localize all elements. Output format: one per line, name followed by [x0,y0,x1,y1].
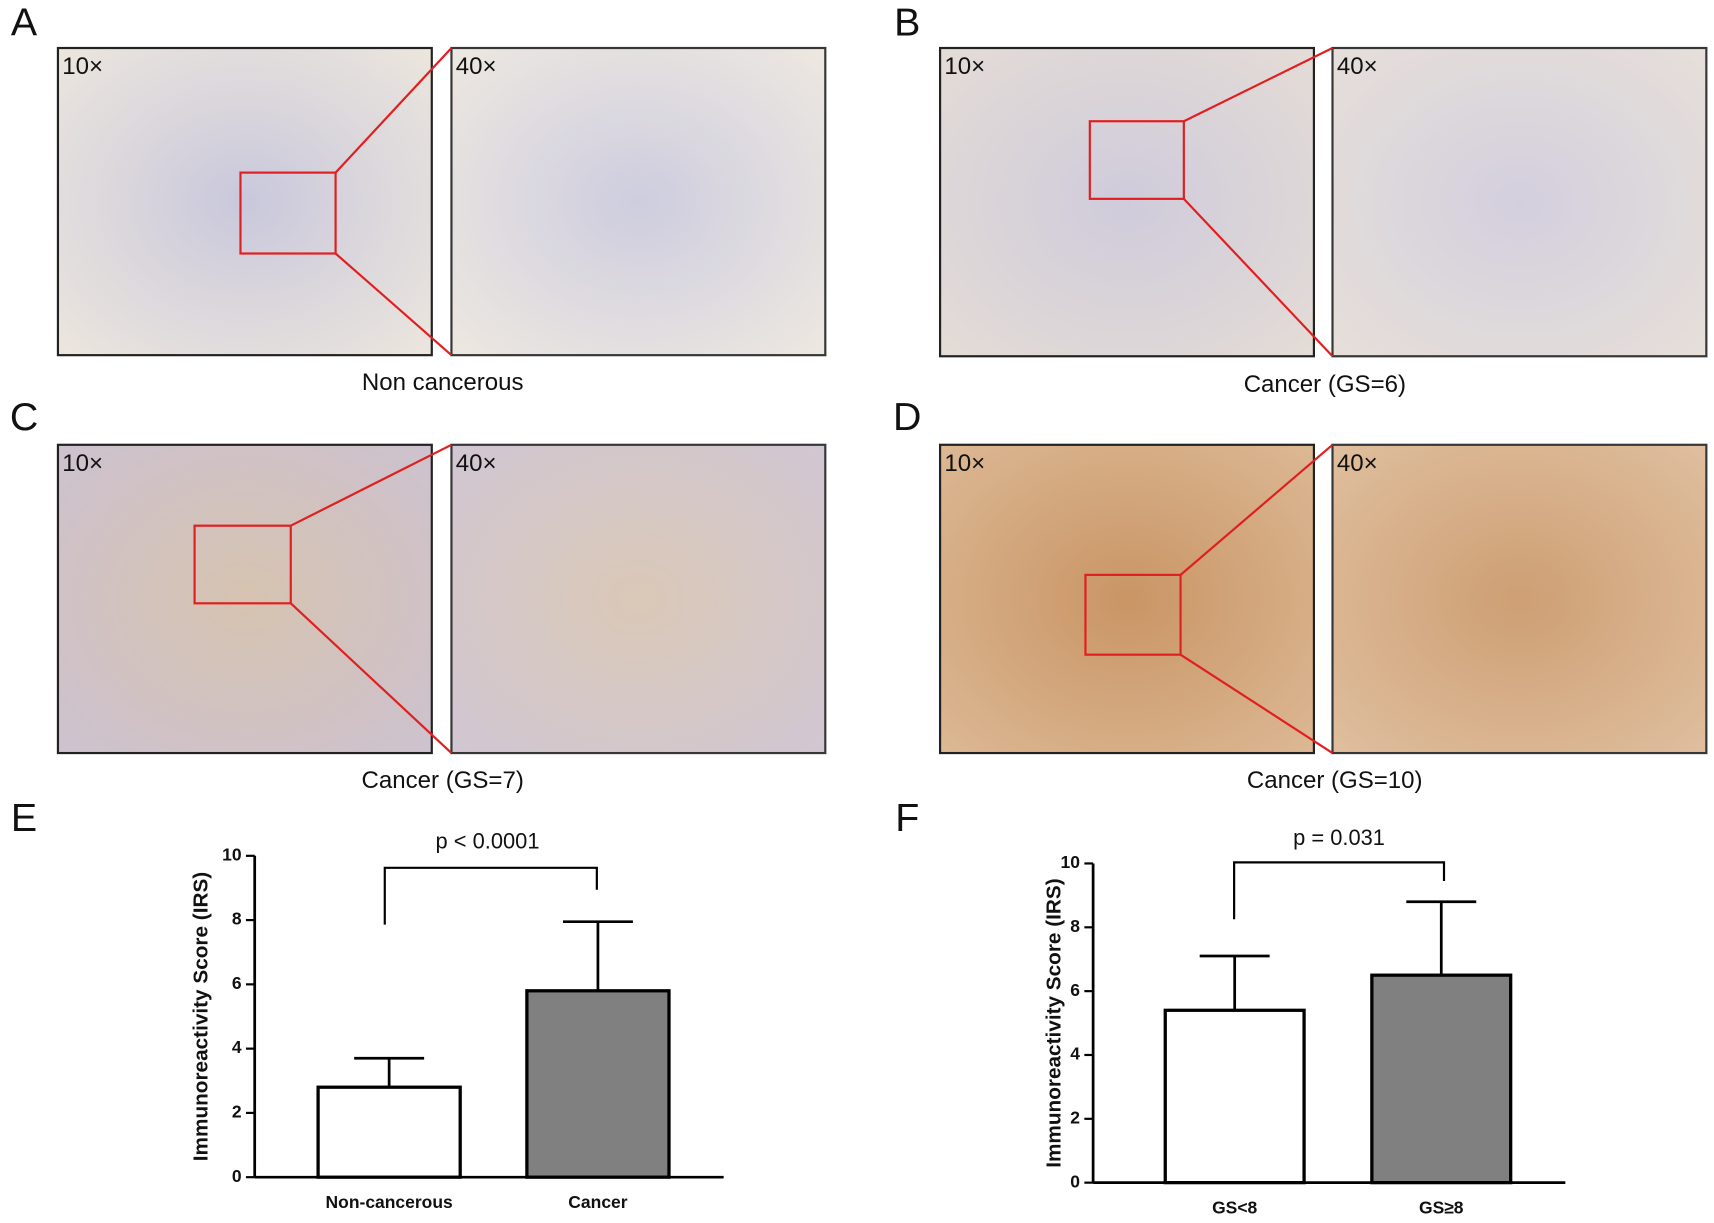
magnification-label: 10× [62,450,103,477]
y-tick-label: 8 [232,909,242,929]
magnification-label: 40× [456,450,497,477]
bar [316,1085,462,1179]
micrograph-40x [450,46,827,357]
magnification-label: 40× [456,53,497,80]
panel-letter: D [893,395,921,439]
significance-bracket [1233,861,1446,920]
zoom-line [1179,653,1334,754]
zoom-box [1084,573,1182,656]
panel-caption: Cancer (GS=6) [1244,371,1406,398]
p-value: p < 0.0001 [436,828,540,853]
y-axis-label: Immunoreactivity Score (IRS) [1042,878,1065,1167]
magnification-label: 10× [944,53,985,80]
zoom-box [1088,120,1185,200]
zoom-line [290,602,453,754]
zoom-line [1183,198,1334,358]
magnification-label: 40× [1337,450,1378,477]
y-tick-label: 10 [222,844,241,864]
y-tick-label: 2 [232,1102,242,1122]
zoom-line [290,443,452,527]
zoom-line [334,252,453,356]
panel-letter: E [11,796,37,840]
magnification-label: 40× [1337,53,1378,80]
y-tick-label: 6 [1070,980,1080,1000]
y-tick-label: 4 [232,1037,242,1057]
y-tick-label: 10 [1061,852,1080,872]
y-tick-label: 8 [1070,916,1080,936]
panel-letter: B [894,0,920,44]
zoom-line [1183,47,1333,123]
x-tick-label: GS≥8 [1419,1198,1464,1218]
micrograph-10x [56,46,433,357]
p-value: p = 0.031 [1293,825,1385,850]
y-tick-label: 0 [232,1166,242,1186]
micrograph-40x [1331,443,1708,755]
panel-letter: A [11,0,38,44]
magnification-label: 10× [944,450,985,477]
bar [1370,973,1513,1185]
panel-caption: Non cancerous [362,369,524,396]
zoom-box [193,524,292,605]
bar [525,989,671,1179]
micrograph-40x [1331,46,1708,358]
zoom-box [239,171,337,255]
y-tick-label: 2 [1070,1107,1080,1127]
panel-caption: Cancer (GS=7) [362,767,524,794]
zoom-line [334,47,453,174]
x-tick-label: Cancer [568,1192,627,1212]
panel-letter: C [10,395,38,439]
y-tick-label: 4 [1070,1044,1080,1064]
micrograph-10x [938,46,1316,358]
micrograph-10x [56,443,433,755]
bar [1163,1008,1306,1185]
zoom-line [1179,443,1334,576]
magnification-label: 10× [62,53,103,80]
micrograph-40x [450,443,827,755]
micrograph-10x [938,443,1316,755]
significance-bracket [383,866,598,925]
x-tick-label: Non-cancerous [326,1192,453,1212]
panel-letter: F [895,796,919,840]
x-tick-label: GS<8 [1212,1198,1257,1218]
panel-caption: Cancer (GS=10) [1247,767,1423,794]
y-axis-label: Immunoreactivity Score (IRS) [190,872,213,1161]
y-tick-label: 0 [1070,1171,1080,1191]
y-tick-label: 6 [232,973,242,993]
